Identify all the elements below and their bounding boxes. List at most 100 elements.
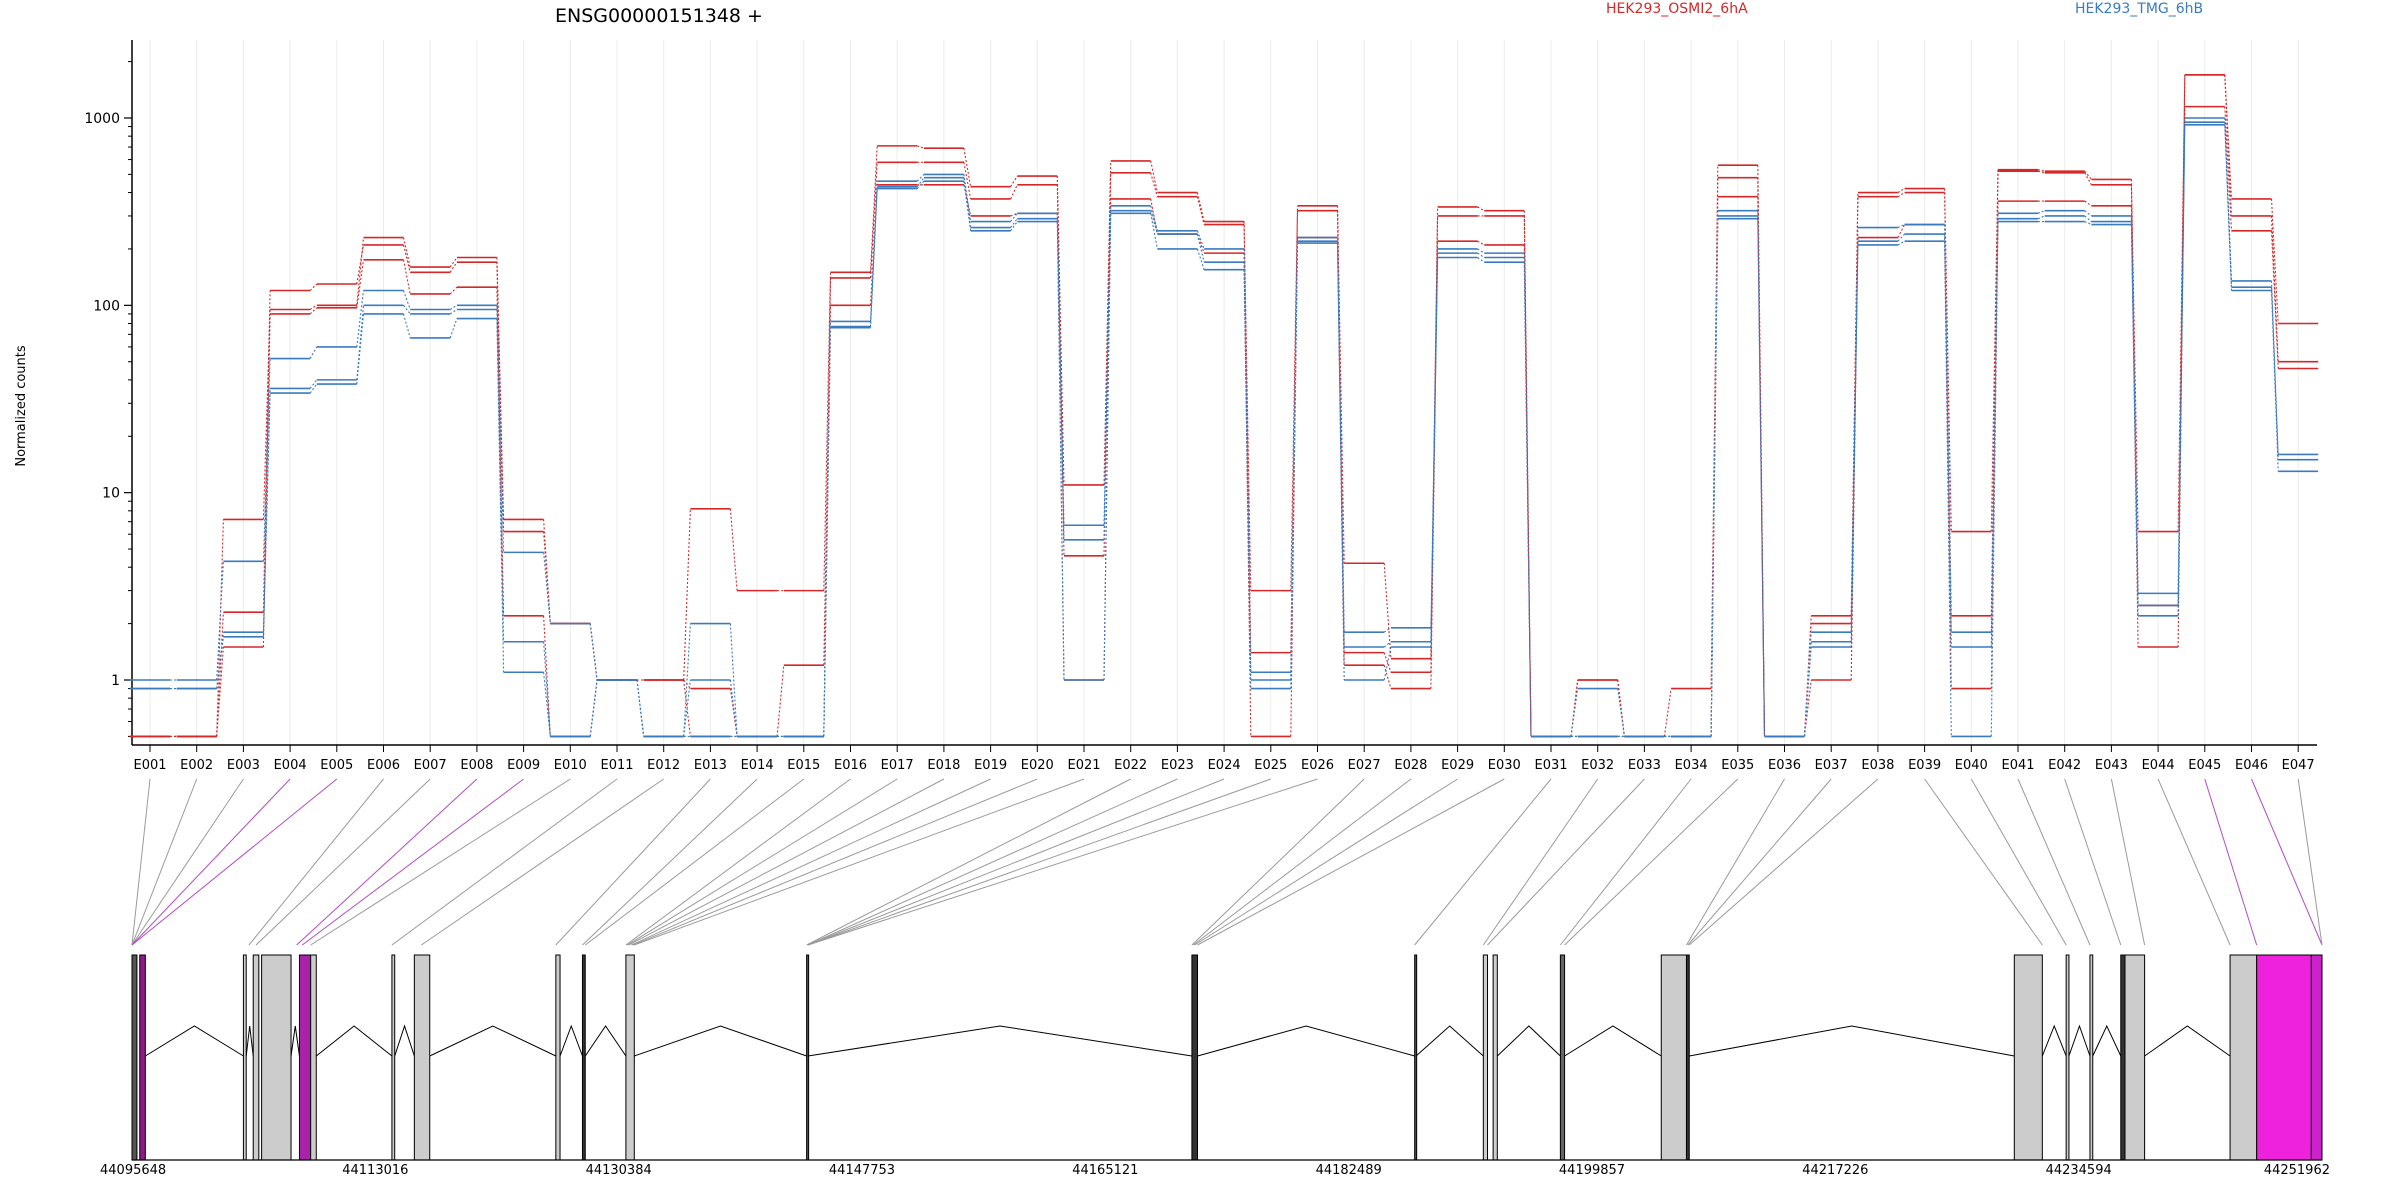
x-tick-label-e042: E042 xyxy=(2048,758,2081,773)
series-6-link xyxy=(2130,224,2139,616)
exon-box-16 xyxy=(1482,954,1489,1161)
x-tick-label-e026: E026 xyxy=(1301,758,1334,773)
series-5-link xyxy=(683,679,691,737)
series-3-link xyxy=(2270,230,2279,369)
x-tick-label-e044: E044 xyxy=(2142,758,2175,773)
connector-e001 xyxy=(131,778,151,946)
series-6-link xyxy=(262,393,271,637)
series-4-link xyxy=(449,304,458,310)
series-1-link xyxy=(1290,205,1299,591)
exon-box-15 xyxy=(1414,954,1418,1161)
legend-entry-tmg: HEK293_TMG_6hB xyxy=(2075,1,2203,17)
genomic-tick-label: 44147753 xyxy=(829,1163,895,1178)
x-tick-label-e030: E030 xyxy=(1488,758,1521,773)
series-3-link xyxy=(2224,106,2233,231)
x-tick-label-e005: E005 xyxy=(320,758,353,773)
series-6-link xyxy=(636,679,645,737)
intron-connector xyxy=(2041,1024,2067,1057)
intron-connector xyxy=(145,1025,244,1057)
x-tick-label-e040: E040 xyxy=(1955,758,1988,773)
exon-box-1 xyxy=(131,954,138,1161)
series-1-link xyxy=(402,237,411,268)
series-3-link xyxy=(262,313,271,648)
legend-entry-osmi2: HEK293_OSMI2_6hA xyxy=(1606,1,1748,17)
genomic-tick-label: 44130384 xyxy=(586,1163,652,1178)
series-6-link xyxy=(589,679,598,737)
series-6-link xyxy=(1523,262,1532,737)
connector-e042 xyxy=(2064,778,2122,946)
exon-box-2 xyxy=(139,954,146,1161)
series-1-link xyxy=(2130,179,2139,532)
series-5-link xyxy=(309,379,318,389)
x-tick-label-e027: E027 xyxy=(1348,758,1381,773)
series-1-link xyxy=(2037,169,2045,172)
connector-e025 xyxy=(807,778,1271,946)
x-tick-label-e020: E020 xyxy=(1021,758,1054,773)
x-tick-label-e006: E006 xyxy=(367,758,400,773)
intron-connector xyxy=(1415,1025,1484,1057)
series-6-link xyxy=(1944,241,1952,737)
x-tick-label-e019: E019 xyxy=(974,758,1007,773)
x-tick-label-e031: E031 xyxy=(1534,758,1567,773)
intron-connector xyxy=(315,1025,393,1057)
x-tick-label-e037: E037 xyxy=(1815,758,1848,773)
x-tick-label-e029: E029 xyxy=(1441,758,1474,773)
series-1-link xyxy=(2270,198,2279,324)
series-6-link xyxy=(1103,213,1112,681)
intron-connector xyxy=(2068,1024,2091,1057)
chart-title: ENSG00000151348 + xyxy=(555,5,763,27)
genomic-tick-label: 44217226 xyxy=(1802,1163,1868,1178)
series-1-link xyxy=(869,145,878,273)
x-tick-label-e039: E039 xyxy=(1908,758,1941,773)
series-6-link xyxy=(823,327,832,737)
connector-e035 xyxy=(1564,778,1739,946)
series-6-link xyxy=(1850,244,1859,648)
connector-e029 xyxy=(1194,778,1458,946)
connector-e030 xyxy=(1197,778,1505,946)
series-3-link xyxy=(1990,201,1999,689)
connector-e006 xyxy=(248,778,384,946)
series-1-link xyxy=(1336,205,1345,564)
x-tick-label-e038: E038 xyxy=(1861,758,1894,773)
exon-box-5 xyxy=(261,954,292,1161)
genomic-tick-label: 44234594 xyxy=(2046,1163,2112,1178)
y-tick-label: 10 xyxy=(102,486,120,502)
series-2-link xyxy=(262,290,271,613)
exon-box-25 xyxy=(2124,954,2146,1161)
series-2-link xyxy=(402,244,411,273)
series-6-link xyxy=(309,383,318,394)
connector-e022 xyxy=(806,778,1131,946)
x-tick-label-e008: E008 xyxy=(460,758,493,773)
x-tick-label-e018: E018 xyxy=(927,758,960,773)
series-3-link xyxy=(402,259,411,295)
connector-e007 xyxy=(255,778,431,946)
series-4-link xyxy=(1103,205,1112,526)
exon-box-9 xyxy=(413,954,431,1161)
x-tick-label-e023: E023 xyxy=(1161,758,1194,773)
exon-box-12 xyxy=(625,954,635,1161)
connector-e037 xyxy=(1687,778,1832,946)
series-2-link xyxy=(1850,196,1859,624)
exon-box-6 xyxy=(298,954,312,1161)
exon-box-17 xyxy=(1492,954,1498,1161)
exon-box-20 xyxy=(1685,954,1690,1161)
series-2-link xyxy=(1710,177,1719,737)
connector-e026 xyxy=(807,778,1318,946)
series-5-link xyxy=(1430,253,1439,642)
series-3-link xyxy=(1150,198,1158,235)
genomic-tick-label: 44199857 xyxy=(1559,1163,1625,1178)
exon-box-13 xyxy=(806,954,810,1161)
intron-connector xyxy=(1197,1025,1415,1057)
connector-e012 xyxy=(421,778,664,946)
exon-box-27 xyxy=(2256,954,2312,1161)
connector-e041 xyxy=(2017,778,2091,946)
series-4-link xyxy=(1056,213,1065,526)
connector-e015 xyxy=(584,778,805,946)
series-1-link xyxy=(1990,169,1999,532)
series-6-link xyxy=(1990,221,1999,737)
genomic-tick-label: 44251962 xyxy=(2264,1163,2330,1178)
intron-connector xyxy=(584,1025,627,1057)
series-1-link xyxy=(1897,188,1905,194)
connector-e024 xyxy=(807,778,1225,946)
connector-e020 xyxy=(632,778,1038,946)
